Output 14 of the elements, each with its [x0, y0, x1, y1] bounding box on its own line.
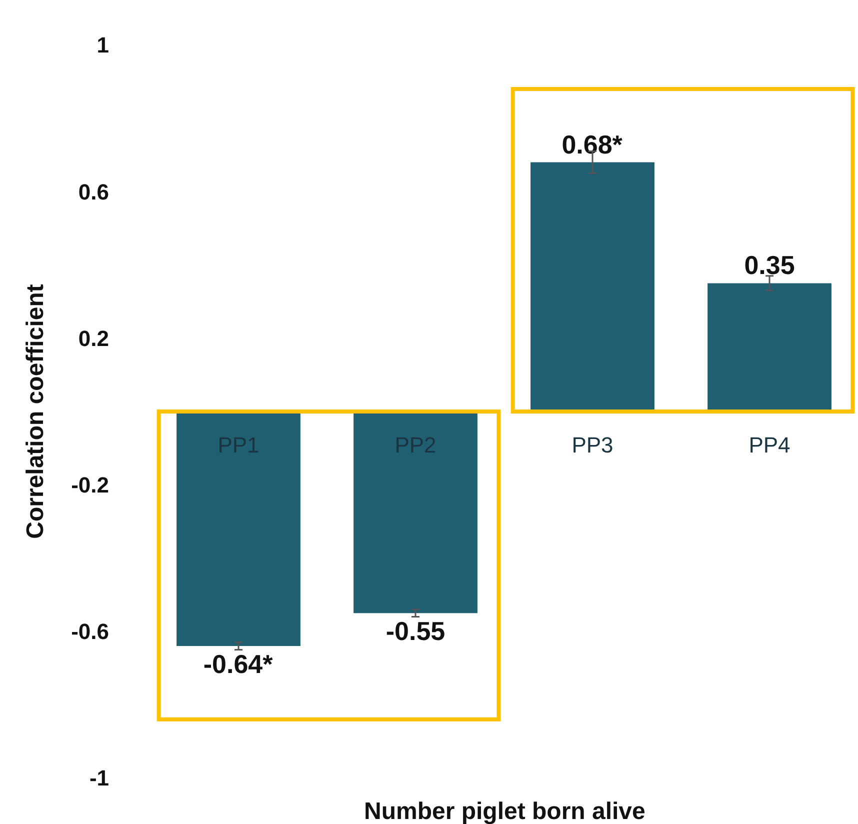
y-tick-label: 1: [96, 32, 109, 58]
x-tick-label: PP3: [572, 432, 614, 458]
data-label: 0.35: [744, 250, 795, 280]
y-tick-label: -0.6: [71, 619, 109, 644]
y-tick-label: -0.2: [71, 472, 109, 498]
data-label: 0.68*: [562, 129, 624, 160]
y-axis-title: Correlation coefficient: [22, 284, 50, 539]
data-label: -0.64*: [203, 649, 274, 680]
y-tick-label: -1: [89, 766, 109, 791]
data-label: -0.55: [386, 616, 446, 646]
x-tick-label: PP4: [748, 432, 790, 458]
y-tick-label: 0.6: [78, 179, 109, 204]
y-tick-label: 0.2: [78, 326, 109, 351]
x-axis-title: Number piglet born alive: [364, 798, 646, 824]
